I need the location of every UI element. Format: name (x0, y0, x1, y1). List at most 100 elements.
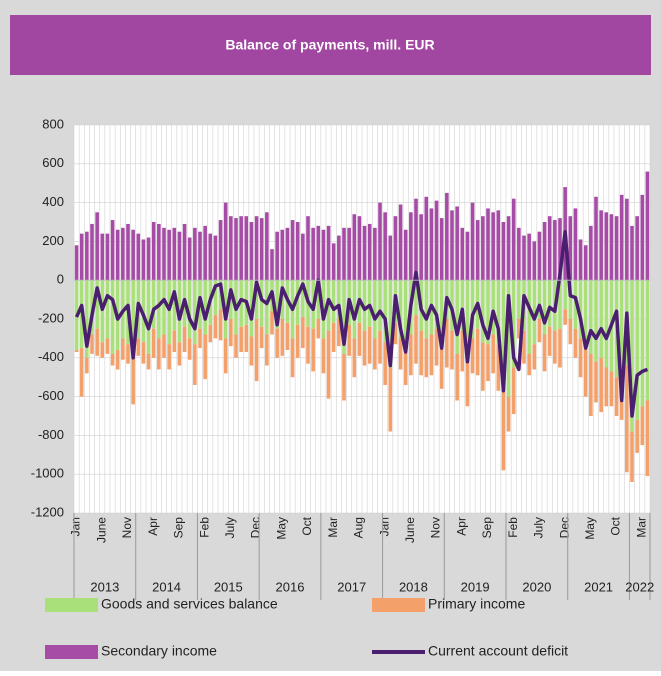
bar (172, 280, 177, 331)
bar (589, 353, 593, 416)
bar (79, 233, 84, 281)
bar (542, 222, 547, 281)
bar (362, 225, 367, 281)
bar (301, 280, 305, 318)
bar (573, 328, 578, 358)
bar (589, 280, 593, 354)
x-tick-label: Nov (120, 517, 134, 538)
bar (645, 400, 650, 477)
bar (306, 326, 310, 364)
bar (439, 344, 444, 389)
bar (419, 214, 423, 281)
bar (635, 216, 639, 281)
bar (259, 326, 264, 349)
bar (486, 208, 490, 281)
bar (146, 353, 151, 370)
bar (527, 280, 531, 354)
legend-swatch (372, 598, 425, 612)
bar (578, 338, 583, 378)
bar (367, 326, 372, 364)
bar (506, 396, 511, 432)
bar (506, 280, 511, 397)
bar (352, 338, 357, 378)
bar (357, 322, 362, 356)
bar (460, 227, 465, 281)
bar (424, 338, 429, 378)
bar (594, 196, 598, 281)
x-tick-label: Apr (454, 517, 468, 536)
bar (403, 229, 408, 281)
bar (486, 344, 490, 382)
bar (234, 218, 238, 281)
bar (403, 280, 408, 351)
bar (599, 357, 603, 413)
bar (203, 280, 207, 335)
bar (414, 315, 418, 364)
bar (177, 231, 182, 281)
bar (136, 233, 141, 281)
bar (583, 280, 588, 349)
bar (182, 223, 187, 281)
bar (301, 233, 305, 281)
bar (316, 225, 321, 281)
bar (547, 216, 552, 281)
bar (285, 227, 290, 281)
bar (146, 237, 151, 281)
bar (378, 280, 382, 331)
bar (517, 227, 521, 281)
bar (131, 229, 135, 281)
bar (265, 334, 269, 366)
bar (270, 311, 274, 335)
bar (553, 330, 557, 364)
bar (496, 344, 501, 391)
bar (640, 280, 645, 407)
bar (223, 338, 228, 374)
bar (331, 322, 336, 352)
legend-label: Current account deficit (428, 643, 568, 659)
bar (347, 324, 351, 356)
bar (157, 280, 161, 339)
bar (614, 216, 619, 281)
bar (254, 319, 259, 382)
bar (347, 227, 351, 281)
bar (85, 280, 89, 358)
bar (455, 280, 459, 354)
x-tick-label: Mar (634, 517, 648, 538)
line (74, 229, 649, 418)
bar (434, 280, 439, 329)
bar (193, 227, 197, 281)
bar (167, 229, 171, 281)
bar (172, 330, 177, 352)
bar (604, 367, 609, 407)
bar (532, 344, 537, 370)
year-label: 2016 (276, 579, 305, 594)
bar (290, 338, 295, 378)
bar (162, 227, 166, 281)
bar (290, 220, 295, 281)
bar (578, 239, 583, 281)
y-tick-label: 800 (42, 116, 64, 131)
bar (599, 280, 603, 358)
bar (275, 280, 279, 329)
bar (517, 319, 521, 339)
bar (630, 431, 634, 482)
y-tick-label: -600 (38, 388, 64, 403)
bar (393, 322, 398, 345)
x-tick-label: July (223, 517, 237, 538)
bar (105, 280, 110, 339)
bar (100, 342, 105, 358)
bar (259, 280, 264, 327)
bar (491, 334, 495, 374)
bar (301, 317, 305, 349)
bar (532, 280, 537, 345)
bar (481, 216, 485, 281)
y-tick-label: -1200 (31, 504, 64, 519)
bar (445, 192, 449, 281)
x-tick-label: July (532, 517, 546, 538)
bar (239, 216, 243, 281)
bar (331, 243, 336, 281)
bar (151, 280, 156, 329)
bar (409, 334, 413, 376)
bar (455, 353, 459, 401)
bar (275, 328, 279, 358)
